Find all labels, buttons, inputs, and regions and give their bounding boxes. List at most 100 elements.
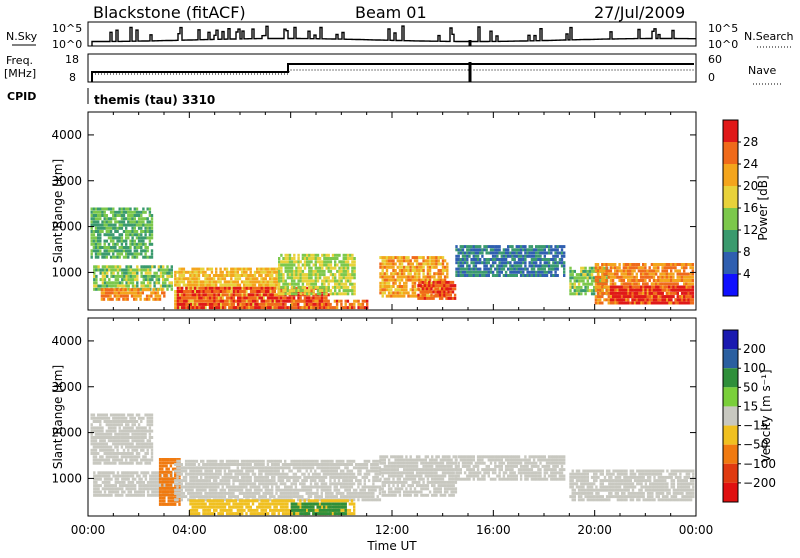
data-cell bbox=[407, 256, 409, 259]
data-cell bbox=[343, 257, 345, 260]
data-cell bbox=[319, 289, 321, 292]
data-cell bbox=[672, 295, 674, 298]
data-cell bbox=[117, 494, 119, 497]
data-cell bbox=[587, 270, 589, 273]
data-cell bbox=[108, 208, 110, 211]
data-cell bbox=[230, 277, 232, 280]
data-cell bbox=[692, 263, 694, 266]
data-cell bbox=[117, 285, 119, 288]
data-cell bbox=[106, 285, 108, 288]
data-cell bbox=[209, 479, 211, 482]
data-cell bbox=[616, 298, 618, 301]
data-cell bbox=[211, 473, 213, 476]
data-cell bbox=[178, 280, 180, 283]
data-cell bbox=[269, 280, 271, 283]
data-cell bbox=[138, 494, 140, 497]
data-cell bbox=[129, 288, 131, 291]
data-cell bbox=[206, 482, 208, 485]
data-cell bbox=[539, 255, 541, 258]
data-cell bbox=[224, 473, 226, 476]
data-cell bbox=[677, 302, 679, 305]
data-cell bbox=[123, 420, 125, 423]
data-cell bbox=[653, 266, 655, 269]
data-cell bbox=[647, 286, 649, 289]
data-cell bbox=[610, 279, 612, 282]
data-cell bbox=[394, 269, 396, 272]
data-cell bbox=[91, 442, 93, 445]
data-cell bbox=[546, 264, 548, 267]
data-cell bbox=[386, 285, 388, 288]
data-cell bbox=[121, 420, 123, 423]
data-cell bbox=[259, 297, 261, 300]
data-cell bbox=[174, 498, 176, 501]
data-cell bbox=[526, 252, 528, 255]
data-cell bbox=[418, 263, 420, 266]
data-cell bbox=[284, 306, 286, 309]
data-cell bbox=[498, 245, 500, 248]
data-cell bbox=[161, 471, 163, 474]
data-cell bbox=[241, 268, 243, 271]
data-cell bbox=[220, 287, 222, 290]
data-cell bbox=[692, 273, 694, 276]
data-cell bbox=[95, 430, 97, 433]
data-cell bbox=[112, 269, 114, 272]
data-cell bbox=[93, 426, 95, 429]
data-cell bbox=[174, 482, 176, 485]
data-cell bbox=[338, 260, 340, 263]
data-cell bbox=[295, 306, 297, 309]
data-cell bbox=[134, 211, 136, 214]
data-cell bbox=[605, 298, 607, 301]
data-cell bbox=[204, 492, 206, 495]
data-cell bbox=[340, 280, 342, 283]
data-cell bbox=[627, 282, 629, 285]
data-cell bbox=[95, 420, 97, 423]
data-cell bbox=[483, 271, 485, 274]
data-cell bbox=[232, 492, 234, 495]
data-cell bbox=[677, 282, 679, 285]
data-cell bbox=[161, 497, 163, 500]
data-cell bbox=[618, 279, 620, 282]
data-cell bbox=[108, 491, 110, 494]
data-cell bbox=[443, 281, 445, 284]
data-cell bbox=[130, 272, 132, 275]
data-cell bbox=[142, 230, 144, 233]
data-cell bbox=[443, 291, 445, 294]
data-cell bbox=[428, 297, 430, 300]
data-cell bbox=[151, 430, 153, 433]
data-cell bbox=[442, 259, 444, 262]
data-cell bbox=[511, 258, 513, 261]
data-cell bbox=[110, 420, 112, 423]
data-cell bbox=[345, 260, 347, 263]
data-cell bbox=[119, 249, 121, 252]
data-cell bbox=[289, 254, 291, 257]
data-cell bbox=[194, 271, 196, 274]
data-cell bbox=[655, 298, 657, 301]
data-cell bbox=[104, 211, 106, 214]
data-cell bbox=[323, 257, 325, 260]
data-cell bbox=[136, 230, 138, 233]
data-cell bbox=[106, 494, 108, 497]
data-cell bbox=[132, 269, 134, 272]
data-cell bbox=[351, 270, 353, 273]
data-cell bbox=[633, 279, 635, 282]
data-cell bbox=[247, 274, 249, 277]
data-cell bbox=[256, 306, 258, 309]
data-cell bbox=[313, 257, 315, 260]
data-cell bbox=[151, 256, 153, 259]
data-cell bbox=[211, 306, 213, 309]
data-cell bbox=[115, 487, 117, 490]
data-cell bbox=[159, 458, 161, 461]
data-cell bbox=[338, 292, 340, 295]
data-cell bbox=[237, 306, 239, 309]
data-cell bbox=[392, 269, 394, 272]
data-cell bbox=[200, 287, 202, 290]
data-cell bbox=[222, 306, 224, 309]
data-cell bbox=[232, 495, 234, 498]
data-cell bbox=[99, 253, 101, 256]
data-cell bbox=[110, 256, 112, 259]
data-cell bbox=[164, 272, 166, 275]
data-cell bbox=[306, 273, 308, 276]
data-cell bbox=[97, 494, 99, 497]
data-cell bbox=[634, 298, 636, 301]
data-cell bbox=[287, 273, 289, 276]
